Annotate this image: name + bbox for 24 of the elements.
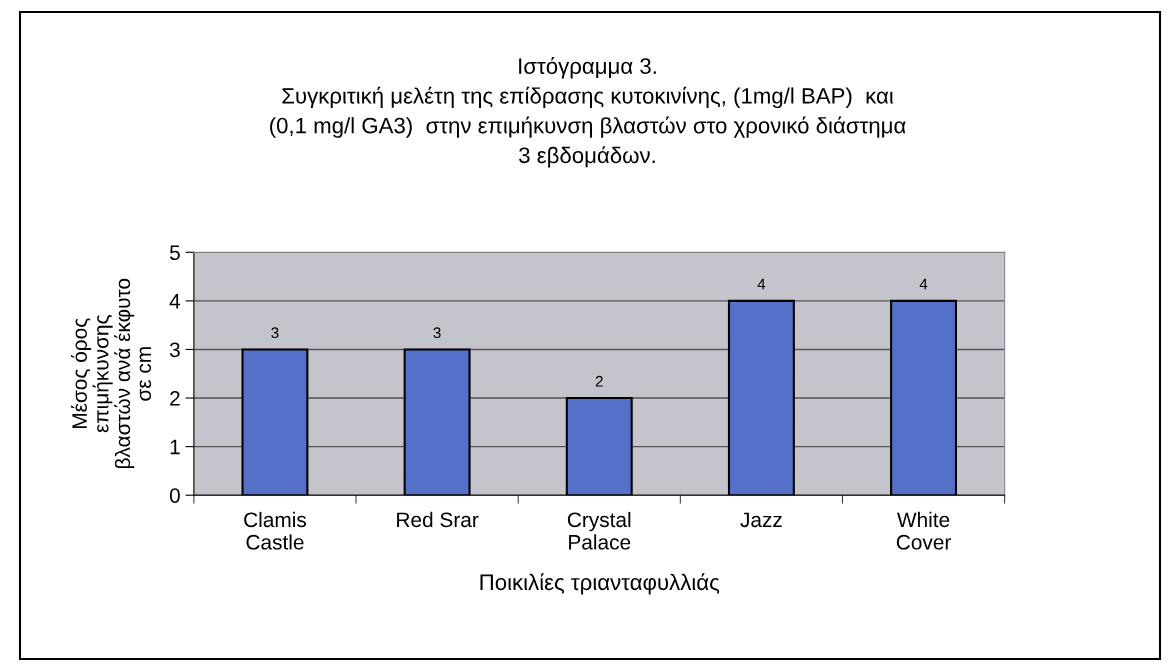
x-tick-label: White Cover [896,511,951,550]
data-label: 2 [595,375,603,387]
y-tick-label: 4 [169,294,181,309]
x-tick-label: Clamis Castle [244,511,307,550]
data-label: 4 [757,278,766,290]
y-tick-label: 3 [169,342,180,358]
bar [727,299,795,496]
bar [890,299,958,496]
chart-title: Ιστόγραμμα 3. Συγκριτική μελέτη της επίδρασης κυτοκινίνης, (1mg/l BAP) και (0,1 mg/l GA3) στην επιμήκυνση βλαστών στο χρονικό διάστημα 3 εβδομάδων. [270,57,906,168]
x-tick-label: Red Srar [397,511,479,528]
bar [241,348,309,496]
y-tick-label: 0 [169,488,180,503]
y-axis-title: Μέσος όρος επιμήκυνσης βλαστών ανά έκφυτο σε cm [71,278,152,469]
y-tick-label: 2 [170,391,180,406]
data-label: 3 [271,327,279,339]
x-tick-label: Crystal Palace [567,511,631,550]
data-label: 3 [433,327,441,339]
bar [565,397,633,496]
data-label: 4 [919,278,928,290]
x-tick-label: Jazz [740,512,782,528]
y-tick-label: 5 [169,245,180,261]
x-axis-title: Ποικιλίες τριανταφυλλιάς [480,573,720,595]
bar [403,348,471,496]
y-tick-label: 1 [170,439,180,455]
